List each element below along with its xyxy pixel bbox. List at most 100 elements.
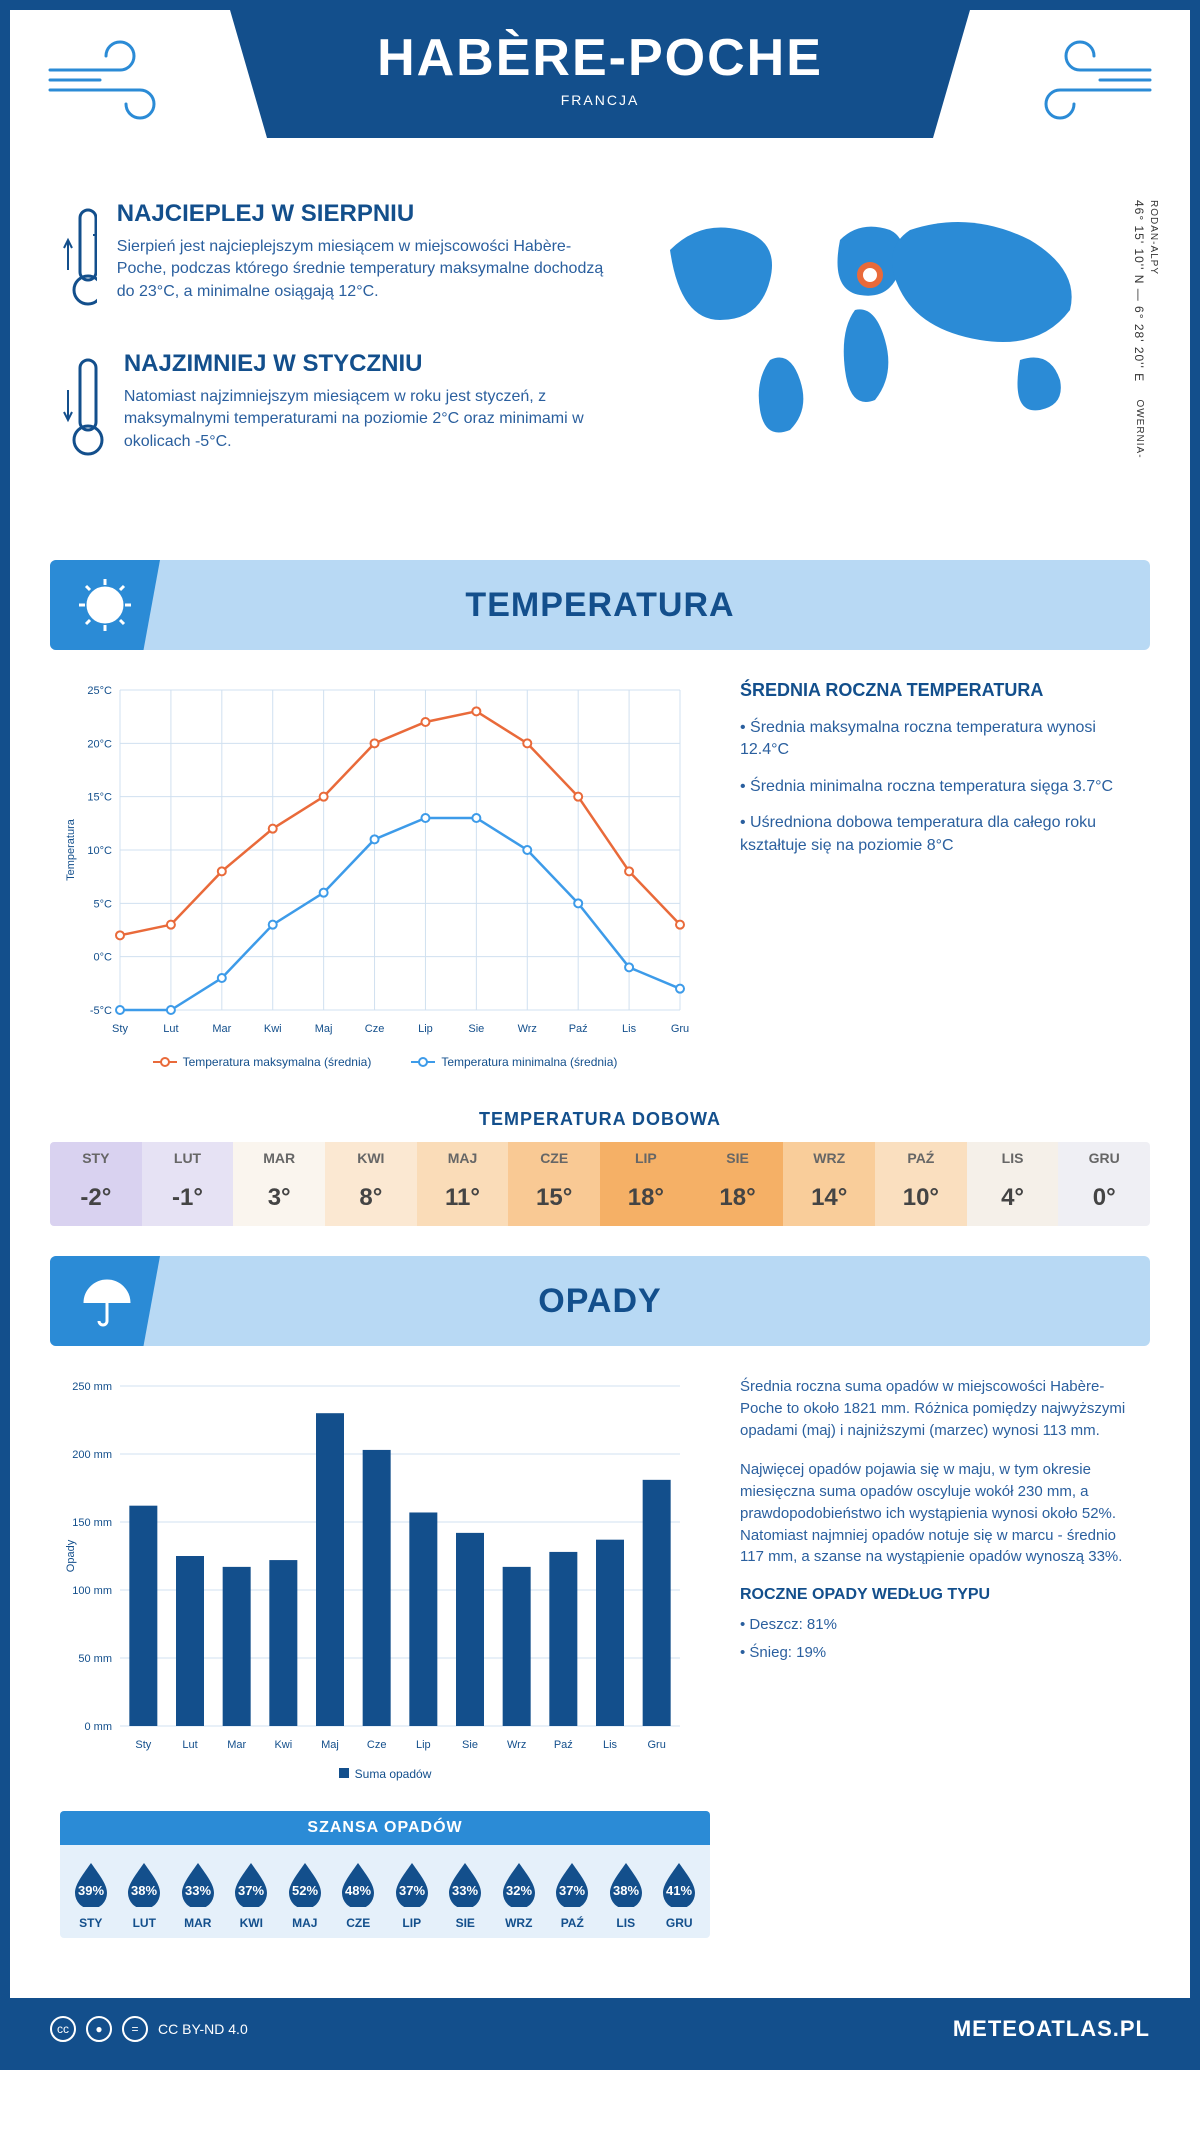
svg-text:Lut: Lut — [163, 1023, 178, 1035]
svg-text:33%: 33% — [452, 1883, 478, 1898]
svg-text:Cze: Cze — [365, 1023, 385, 1035]
svg-text:5°C: 5°C — [94, 898, 113, 910]
precip-type-title: ROCZNE OPADY WEDŁUG TYPU — [740, 1586, 1140, 1604]
svg-text:Sty: Sty — [112, 1023, 128, 1035]
coldest-text: Natomiast najzimniejszym miesiącem w rok… — [124, 386, 610, 453]
temperature-line-chart: -5°C0°C5°C10°C15°C20°C25°CStyLutMarKwiMa… — [60, 680, 710, 1069]
title-banner: HABÈRE-POCHE FRANCJA — [230, 10, 970, 138]
precip-paragraph: Średnia roczna suma opadów w miejscowośc… — [740, 1376, 1140, 1441]
svg-text:15°C: 15°C — [87, 792, 112, 804]
svg-text:37%: 37% — [559, 1883, 585, 1898]
brand-name: METEOATLAS.PL — [953, 2016, 1150, 2042]
rain-chance-cell: 33% SIE — [439, 1859, 493, 1930]
precip-type-line: • Śnieg: 19% — [740, 1642, 1140, 1664]
svg-text:-5°C: -5°C — [90, 1005, 112, 1017]
svg-text:Lis: Lis — [622, 1023, 637, 1035]
svg-text:25°C: 25°C — [87, 685, 112, 697]
license-text: CC BY-ND 4.0 — [158, 2021, 248, 2037]
svg-text:Gru: Gru — [671, 1023, 689, 1035]
svg-text:50 mm: 50 mm — [78, 1653, 112, 1665]
rain-chance-cell: 37% PAŹ — [546, 1859, 600, 1930]
svg-text:Kwi: Kwi — [264, 1023, 282, 1035]
svg-text:200 mm: 200 mm — [72, 1449, 112, 1461]
temperature-summary: ŚREDNIA ROCZNA TEMPERATURA • Średnia mak… — [740, 680, 1140, 1069]
rain-chance-title: SZANSA OPADÓW — [60, 1811, 710, 1845]
license-block: cc ● = CC BY-ND 4.0 — [50, 2016, 248, 2042]
header: HABÈRE-POCHE FRANCJA — [10, 10, 1190, 200]
svg-text:38%: 38% — [131, 1883, 157, 1898]
svg-text:Kwi: Kwi — [274, 1739, 292, 1751]
svg-text:Maj: Maj — [315, 1023, 333, 1035]
cc-icon: cc — [50, 2016, 76, 2042]
rain-chance-cell: 37% LIP — [385, 1859, 439, 1930]
daily-temp-cell: LIP18° — [600, 1142, 692, 1226]
svg-text:Paź: Paź — [569, 1023, 588, 1035]
svg-text:Paź: Paź — [554, 1739, 573, 1751]
temp-info-title: ŚREDNIA ROCZNA TEMPERATURA — [740, 680, 1140, 701]
rain-chance-cell: 32% WRZ — [492, 1859, 546, 1930]
country-label: FRANCJA — [270, 92, 930, 108]
svg-text:37%: 37% — [238, 1883, 264, 1898]
svg-text:150 mm: 150 mm — [72, 1517, 112, 1529]
section-title: OPADY — [538, 1282, 661, 1321]
daily-temp-title: TEMPERATURA DOBOWA — [10, 1109, 1190, 1130]
rain-chance-cell: 52% MAJ — [278, 1859, 332, 1930]
temp-info-line: • Średnia maksymalna roczna temperatura … — [740, 717, 1140, 762]
precipitation-section-header: OPADY — [50, 1256, 1150, 1346]
daily-temp-cell: PAŹ10° — [875, 1142, 967, 1226]
by-icon: ● — [86, 2016, 112, 2042]
section-title: TEMPERATURA — [465, 586, 734, 625]
svg-text:32%: 32% — [506, 1883, 532, 1898]
svg-text:Sie: Sie — [468, 1023, 484, 1035]
svg-text:48%: 48% — [345, 1883, 371, 1898]
coldest-block: NAJZIMNIEJ W STYCZNIU Natomiast najzimni… — [60, 350, 610, 470]
thermometer-cold-icon — [60, 350, 104, 470]
svg-text:10°C: 10°C — [87, 845, 112, 857]
svg-text:Lut: Lut — [182, 1739, 197, 1751]
svg-text:250 mm: 250 mm — [72, 1381, 112, 1393]
svg-text:Lip: Lip — [418, 1023, 433, 1035]
svg-text:37%: 37% — [399, 1883, 425, 1898]
svg-text:Wrz: Wrz — [507, 1739, 526, 1751]
rain-chance-cell: 39% STY — [64, 1859, 118, 1930]
intro-section: NAJCIEPLEJ W SIERPNIU Sierpień jest najc… — [10, 200, 1190, 540]
svg-text:Sty: Sty — [135, 1739, 151, 1751]
sun-icon — [50, 560, 160, 650]
rain-chance-cell: 37% KWI — [225, 1859, 279, 1930]
rain-chance-cell: 48% CZE — [332, 1859, 386, 1930]
svg-text:Wrz: Wrz — [518, 1023, 537, 1035]
map-block: 46° 15' 10'' N — 6° 28' 20'' E OWERNIA-R… — [640, 200, 1140, 500]
svg-text:Temperatura: Temperatura — [65, 818, 77, 881]
wind-icon — [40, 30, 170, 140]
svg-text:41%: 41% — [666, 1883, 692, 1898]
daily-temp-cell: GRU0° — [1058, 1142, 1150, 1226]
temperature-section-header: TEMPERATURA — [50, 560, 1150, 650]
precip-type-line: • Deszcz: 81% — [740, 1614, 1140, 1636]
daily-temp-cell: KWI8° — [325, 1142, 417, 1226]
daily-temp-strip: STY-2°LUT-1°MAR3°KWI8°MAJ11°CZE15°LIP18°… — [50, 1142, 1150, 1226]
rain-chance-cell: 33% MAR — [171, 1859, 225, 1930]
svg-text:0°C: 0°C — [94, 952, 113, 964]
wind-icon — [1030, 30, 1160, 140]
coldest-title: NAJZIMNIEJ W STYCZNIU — [124, 350, 610, 378]
precipitation-summary: Średnia roczna suma opadów w miejscowośc… — [740, 1376, 1140, 1938]
daily-temp-cell: MAJ11° — [417, 1142, 509, 1226]
daily-temp-cell: MAR3° — [233, 1142, 325, 1226]
infographic-page: HABÈRE-POCHE FRANCJA — [0, 0, 1200, 2070]
hottest-text: Sierpień jest najcieplejszym miesiącem w… — [117, 236, 610, 303]
svg-text:Cze: Cze — [367, 1739, 387, 1751]
daily-temp-cell: STY-2° — [50, 1142, 142, 1226]
svg-text:Opady: Opady — [65, 1539, 77, 1572]
rain-chance-cell: 41% GRU — [653, 1859, 707, 1930]
location-title: HABÈRE-POCHE — [270, 28, 930, 88]
precip-paragraph: Najwięcej opadów pojawia się w maju, w t… — [740, 1459, 1140, 1568]
svg-text:Mar: Mar — [212, 1023, 231, 1035]
svg-text:39%: 39% — [78, 1883, 104, 1898]
svg-text:Lip: Lip — [416, 1739, 431, 1751]
precipitation-bar-chart: 0 mm50 mm100 mm150 mm200 mm250 mmOpadySt… — [60, 1376, 710, 1938]
line-chart-legend: Temperatura maksymalna (średnia) Tempera… — [60, 1055, 710, 1069]
world-map-icon — [640, 200, 1100, 440]
svg-text:Lis: Lis — [603, 1739, 618, 1751]
temp-info-line: • Średnia minimalna roczna temperatura s… — [740, 776, 1140, 798]
svg-text:52%: 52% — [292, 1883, 318, 1898]
